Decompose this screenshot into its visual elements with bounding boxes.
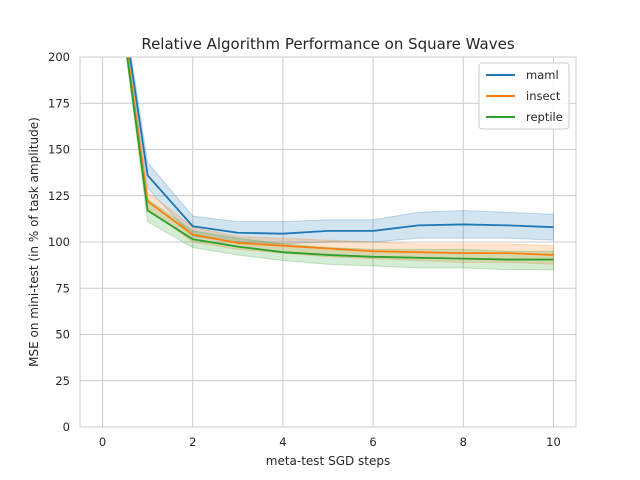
y-tick-label: 125: [48, 189, 70, 203]
x-axis-label: meta-test SGD steps: [266, 454, 391, 468]
y-tick-labels: 0 25 50 75 100 125 150 175 200: [48, 50, 70, 434]
x-tick-label: 2: [189, 435, 196, 449]
x-tick-label: 0: [99, 435, 106, 449]
y-tick-label: 50: [55, 328, 70, 342]
x-tick-labels: 0 2 4 6 8 10: [99, 435, 561, 449]
y-tick-label: 0: [63, 420, 70, 434]
band-reptile: [125, 57, 554, 271]
y-tick-label: 200: [48, 50, 70, 64]
chart-title: Relative Algorithm Performance on Square…: [141, 35, 515, 53]
line-insect: [126, 57, 554, 256]
y-tick-label: 175: [48, 96, 70, 110]
y-tick-label: 150: [48, 143, 70, 157]
band-insect: [126, 57, 554, 265]
legend-label-maml: maml: [526, 68, 559, 82]
line-maml: [129, 57, 554, 235]
x-tick-label: 4: [279, 435, 286, 449]
y-tick-label: 25: [55, 374, 70, 388]
legend-label-insect: insect: [526, 89, 561, 103]
x-tick-label: 8: [460, 435, 467, 449]
legend-label-reptile: reptile: [526, 110, 563, 124]
line-reptile: [126, 57, 554, 261]
legend: maml insect reptile: [478, 62, 570, 130]
y-tick-label: 75: [55, 281, 70, 295]
y-tick-label: 100: [48, 235, 70, 249]
y-axis-label: MSE on mini-test (in % of task amplitude…: [27, 117, 41, 367]
x-tick-label: 6: [369, 435, 376, 449]
x-tick-label: 10: [546, 435, 561, 449]
plot-frame: [79, 56, 577, 428]
legend-box: [478, 62, 570, 130]
series-lines: [126, 57, 554, 261]
